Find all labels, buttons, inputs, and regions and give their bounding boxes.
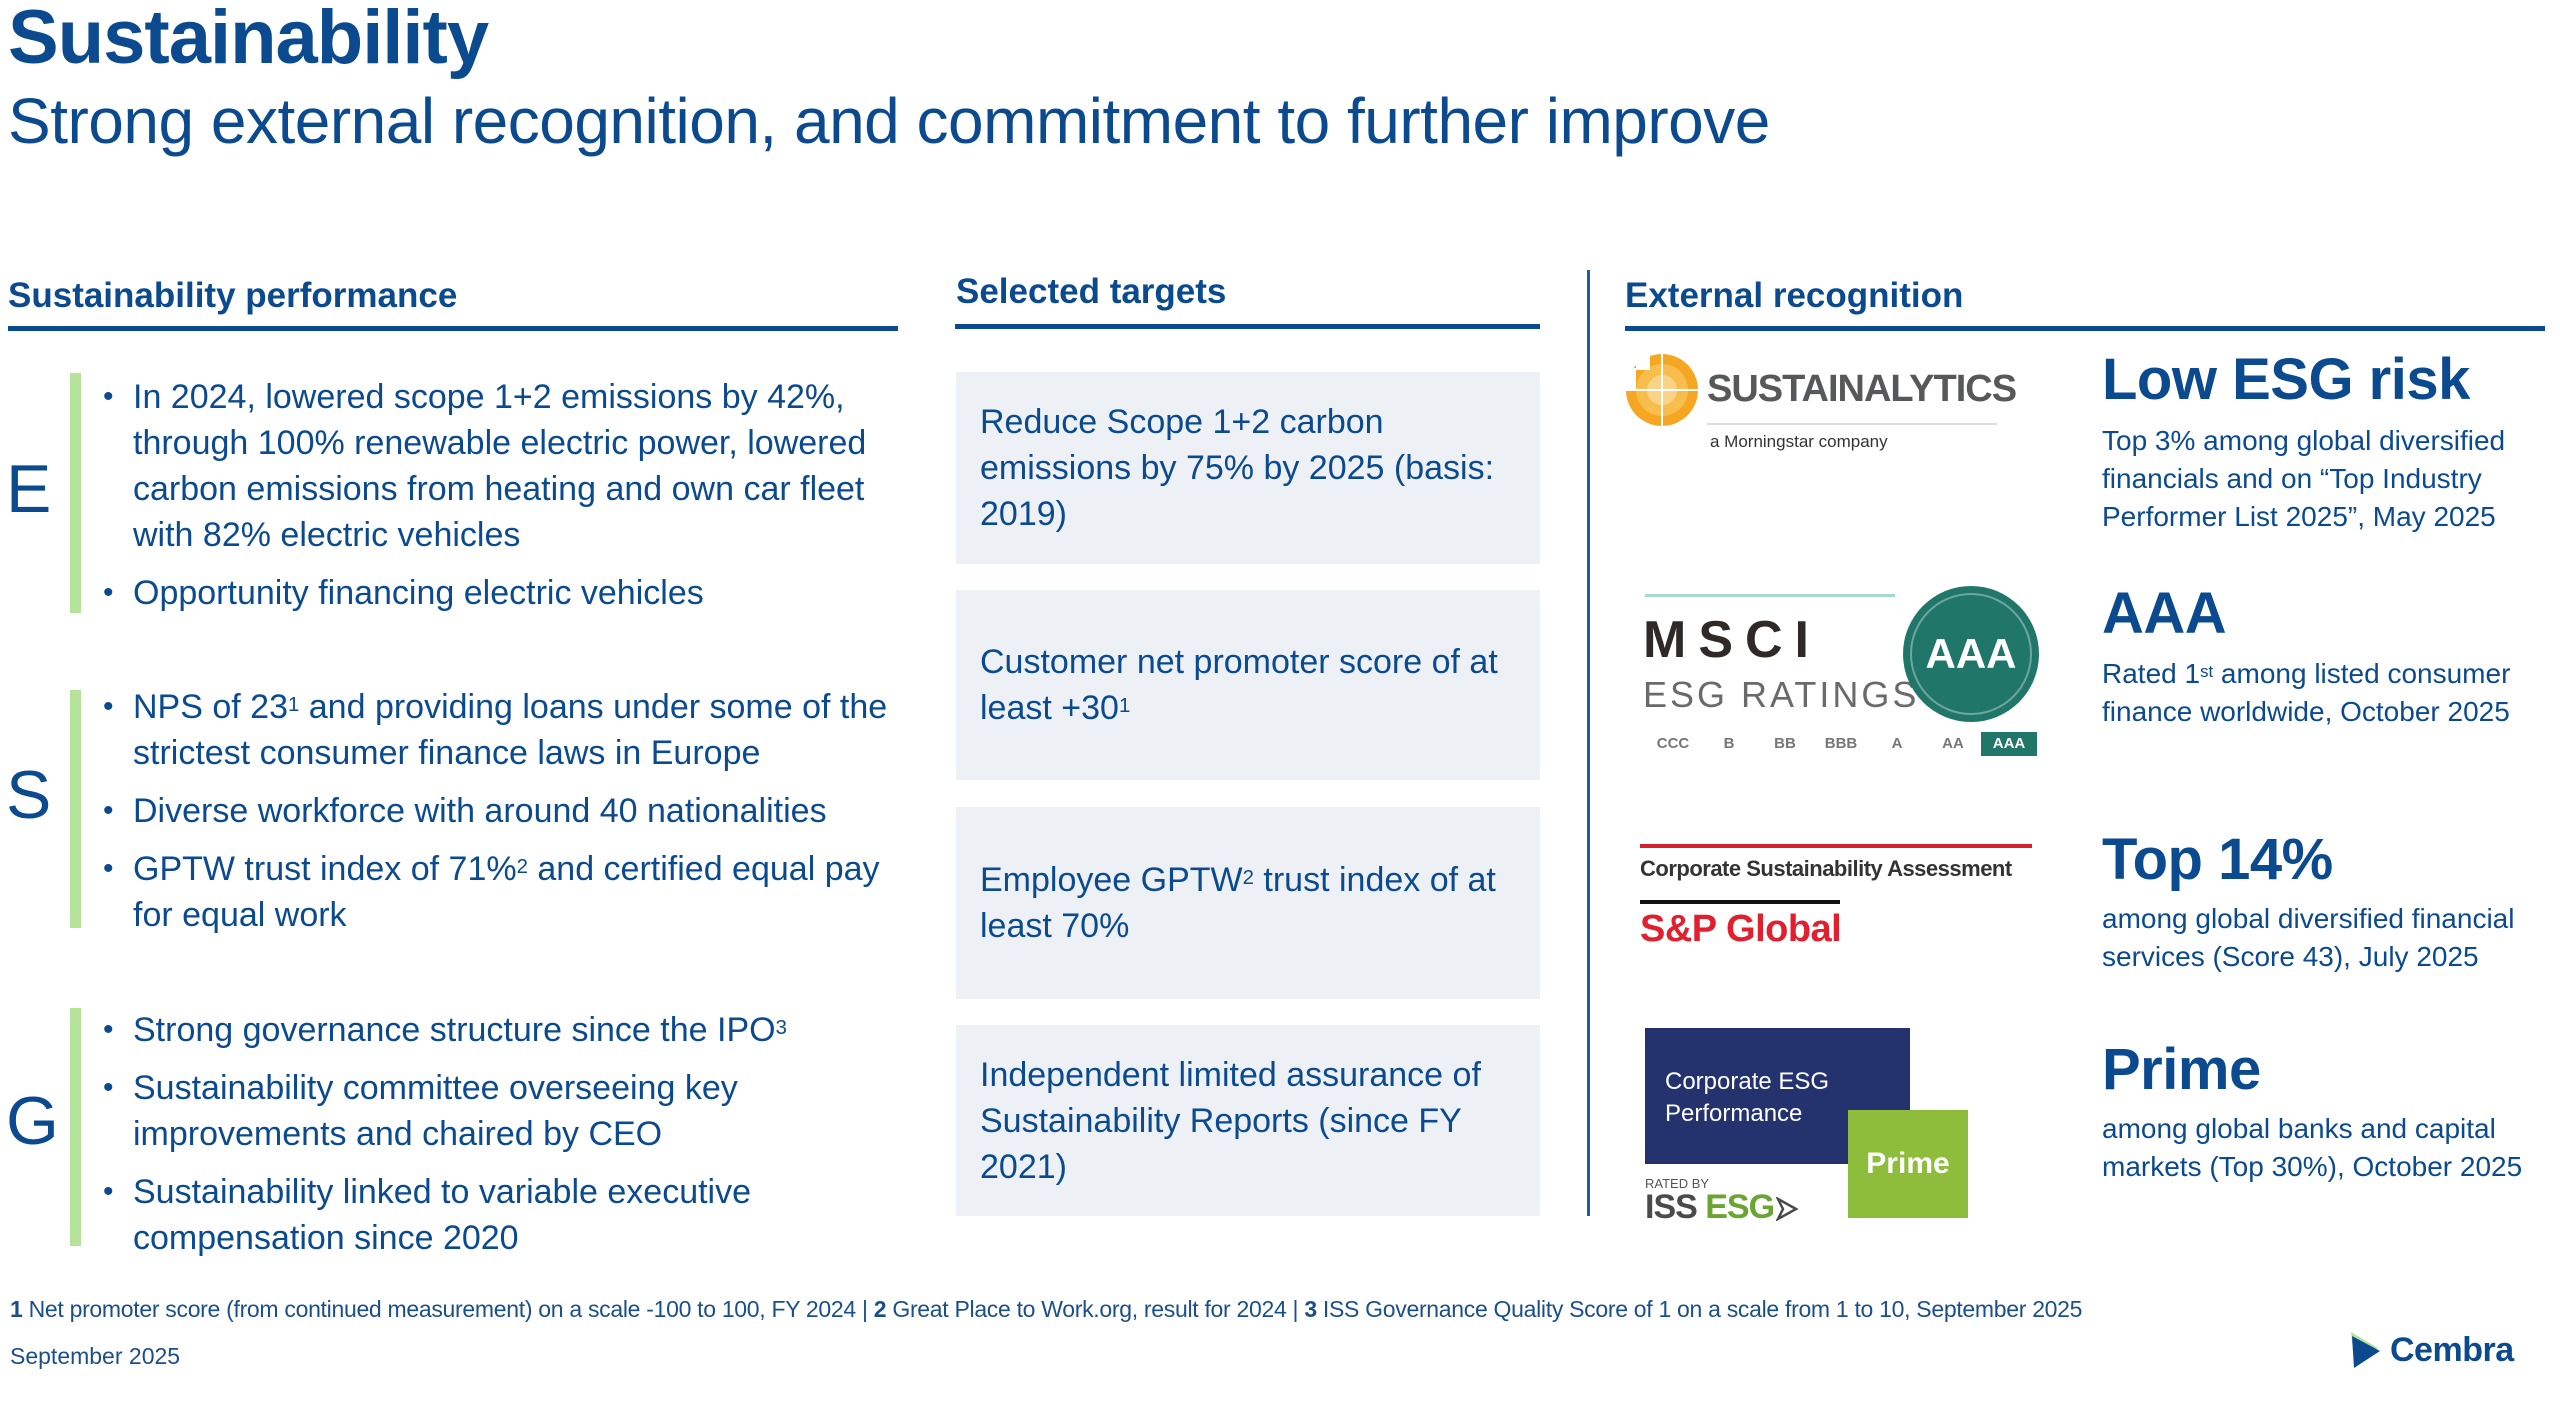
sustainalytics-tagline: a Morningstar company [1710,432,1888,451]
target-card: Employee GPTW2 trust index of at least 7… [956,807,1540,999]
bullet-item: Sustainability committee overseeing key … [100,1065,900,1157]
target-card: Customer net promoter score of at least … [956,590,1540,780]
bullet-item: Strong governance structure since the IP… [100,1007,900,1053]
targets-heading-rule [955,324,1540,329]
page-subtitle: Strong external recognition, and commitm… [8,85,1770,157]
msci-scale-item: A [1891,735,1903,752]
cembra-wordmark: Cembra [2390,1330,2514,1369]
performance-heading: Sustainability performance [8,276,458,315]
target-text: Employee GPTW2 trust index of at least 7… [980,861,1496,945]
targets-heading: Selected targets [956,272,1227,311]
performance-heading-rule [8,326,898,331]
sustainalytics-emblem-icon [1622,350,1702,428]
msci-rating-scale: CCC B BB BBB A AA AAA [1645,732,2037,756]
cembra-play-icon [2351,1332,2380,1368]
sp-csa-label: Corporate Sustainability Assessment [1640,856,2012,881]
recognition-heading: External recognition [1625,276,1964,315]
sp-red-rule [1640,844,2032,848]
footnotes: 1 Net promoter score (from continued mea… [10,1296,2083,1322]
iss-prime-badge: Prime [1848,1110,1968,1218]
recognition-title: Top 14% [2102,827,2333,892]
iss-esg-wordmark: ISS ESG [1645,1188,1799,1227]
iss-esg-logo: Corporate ESG Performance Prime RATED BY… [1645,1028,1975,1228]
recognition-description: among global banks and capital markets (… [2102,1113,2523,1182]
msci-logo: MSCI ESG RATINGS AAA CCC B BB BBB A AA A… [1635,580,2045,770]
msci-scale-item: CCC [1656,735,1690,752]
sp-black-rule [1640,900,1840,904]
msci-scale-item: AA [1942,735,1964,752]
target-text: Reduce Scope 1+2 carbon emissions by 75%… [980,403,1495,533]
bullet-item: NPS of 231 and providing loans under som… [100,684,900,776]
footer-date: September 2025 [10,1343,181,1369]
recognition-heading-rule [1625,326,2545,331]
msci-scale-item-active: AAA [1981,732,2037,756]
recognition-description: among global diversified financial servi… [2102,903,2515,972]
recognition-title: Prime [2102,1037,2261,1102]
bullet-item: Opportunity financing electric vehicles [100,570,900,616]
sustainalytics-rule [1707,423,1997,425]
msci-scale-item: BBB [1824,735,1858,752]
bullet-list-g: Strong governance structure since the IP… [100,1007,900,1273]
msci-wordmark: MSCI [1643,611,1821,669]
target-text: Independent limited assurance of Sustain… [980,1055,1481,1186]
recognition-title: Low ESG risk [2102,347,2470,412]
esg-letter-e: E [6,451,52,527]
column-divider [1587,270,1590,1216]
bullet-item: In 2024, lowered scope 1+2 emissions by … [100,374,900,558]
bullet-item: Sustainability linked to variable execut… [100,1169,900,1261]
msci-scale-item: BB [1774,735,1796,752]
bullet-list-s: NPS of 231 and providing loans under som… [100,684,900,950]
bullet-item: GPTW trust index of 71%2 and certified e… [100,846,900,938]
sp-global-logo: Corporate Sustainability Assessment S&P … [1640,838,2040,950]
sustainalytics-wordmark: SUSTAINALYTICS [1707,368,2017,410]
sp-global-wordmark: S&P Global [1640,908,1842,950]
iss-rated-by: RATED BY [1645,1176,1710,1191]
msci-esg-ratings: ESG RATINGS [1643,674,1920,715]
target-card: Independent limited assurance of Sustain… [956,1025,1540,1216]
recognition-description: Rated 1st among listed consumer finance … [2102,658,2511,727]
msci-scale-item: B [1723,735,1735,752]
iss-arrow-icon [1775,1195,1799,1223]
bullet-list-e: In 2024, lowered scope 1+2 emissions by … [100,374,900,628]
recognition-title: AAA [2102,581,2227,646]
msci-rating-badge: AAA [1903,586,2039,722]
target-text: Customer net promoter score of at least … [980,643,1498,727]
sustainalytics-logo: SUSTAINALYTICS a Morningstar company [1622,348,2017,458]
msci-top-rule [1645,594,1895,597]
cembra-logo: Cembra [2348,1330,2514,1370]
esg-bar-s [70,690,81,928]
recognition-description: Top 3% among global diversified financia… [2102,425,2506,532]
bullet-item: Diverse workforce with around 40 nationa… [100,788,900,834]
esg-letter-s: S [6,757,52,833]
page-title: Sustainability [8,0,489,80]
esg-letter-g: G [6,1083,59,1159]
target-card: Reduce Scope 1+2 carbon emissions by 75%… [956,372,1540,564]
esg-bar-e [70,373,81,613]
esg-bar-g [70,1008,81,1246]
